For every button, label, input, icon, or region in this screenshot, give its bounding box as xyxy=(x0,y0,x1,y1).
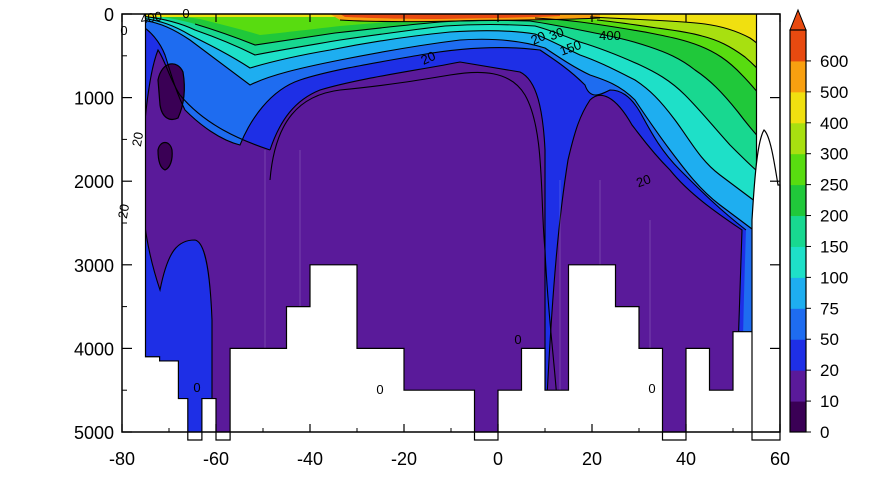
deep-pocket-small xyxy=(157,141,173,171)
colorbar-swatch xyxy=(790,122,806,155)
contour-label: 20 xyxy=(129,131,146,148)
colorbar-label: 150 xyxy=(820,237,848,256)
colorbar-swatch xyxy=(790,401,806,433)
colorbar-swatch xyxy=(790,246,806,278)
colorbar-swatch xyxy=(790,308,806,340)
x-tick-label: -80 xyxy=(109,449,135,469)
colorbar-frame xyxy=(789,29,807,433)
colorbar-swatch xyxy=(790,60,806,93)
colorbar-label: 300 xyxy=(820,145,848,164)
x-tick-label: 60 xyxy=(770,449,790,469)
band-400-500 xyxy=(145,14,757,70)
colorbar-label: 600 xyxy=(820,52,848,71)
contour-label: 150 xyxy=(558,37,584,59)
colorbar-swatch xyxy=(790,91,806,124)
colorbar-swatch xyxy=(790,215,806,247)
y-tick-label: 2000 xyxy=(74,172,114,192)
colorbar-label: 75 xyxy=(820,299,839,318)
colorbar-swatch xyxy=(790,370,806,402)
band-75-100 xyxy=(145,14,757,250)
x-axis: -80 -60 -40 -20 0 20 40 60 xyxy=(109,14,790,469)
colorbar-swatch xyxy=(790,30,806,62)
contour-label: 0 xyxy=(514,332,521,347)
colorbar-label: 20 xyxy=(820,361,839,380)
band-600plus xyxy=(340,14,560,19)
contour-label: 0 xyxy=(193,380,200,395)
band-100-150 xyxy=(145,14,757,220)
x-tick-label: -60 xyxy=(203,449,229,469)
y-tick-label: 0 xyxy=(104,5,114,25)
ocean-section-field xyxy=(145,14,757,432)
colorbar-label: 200 xyxy=(820,207,848,226)
colorbar-label: 250 xyxy=(820,176,848,195)
y-tick-label: 5000 xyxy=(74,423,114,443)
contour-label: 0 xyxy=(648,381,655,396)
contour-label: 400 xyxy=(139,8,163,27)
contour-label: 400 xyxy=(599,28,621,43)
colorbar-label: 500 xyxy=(820,83,848,102)
contour-label: 30 xyxy=(547,24,566,43)
contour-label: 20 xyxy=(528,28,547,48)
colorbar-label: 50 xyxy=(820,330,839,349)
colorbar-swatch xyxy=(790,339,806,371)
x-tick-label: -40 xyxy=(297,449,323,469)
y-tick-label: 3000 xyxy=(74,256,114,276)
x-tick-label: 20 xyxy=(582,449,602,469)
x-tick-label: 40 xyxy=(676,449,696,469)
colorbar-label: 10 xyxy=(820,392,839,411)
contour-label: 20 xyxy=(115,203,132,220)
colorbar-swatch xyxy=(790,277,806,309)
contour-label: 0 xyxy=(182,6,189,21)
colorbar-label: 100 xyxy=(820,268,848,287)
contour-label: 0 xyxy=(376,382,383,397)
colorbar-swatch xyxy=(790,184,806,217)
contour-label: 20 xyxy=(634,171,653,190)
x-tick-label: 0 xyxy=(493,449,503,469)
y-tick-label: 1000 xyxy=(74,89,114,109)
contour-label: 0 xyxy=(120,23,127,38)
colorbar-label: 0 xyxy=(820,423,829,442)
contour-label: 20 xyxy=(418,48,437,68)
x-tick-label: -20 xyxy=(391,449,417,469)
bathymetry-outline xyxy=(144,14,758,441)
colorbar-label: 400 xyxy=(820,114,848,133)
colorbar: 0 10 20 50 75 100 150 200 250 300 400 500 600 xyxy=(789,8,848,442)
deep-pocket-south xyxy=(157,63,185,121)
contour-lines xyxy=(145,15,757,432)
y-tick-label: 4000 xyxy=(74,339,114,359)
colorbar-swatch xyxy=(790,153,806,186)
seamount xyxy=(751,129,781,441)
